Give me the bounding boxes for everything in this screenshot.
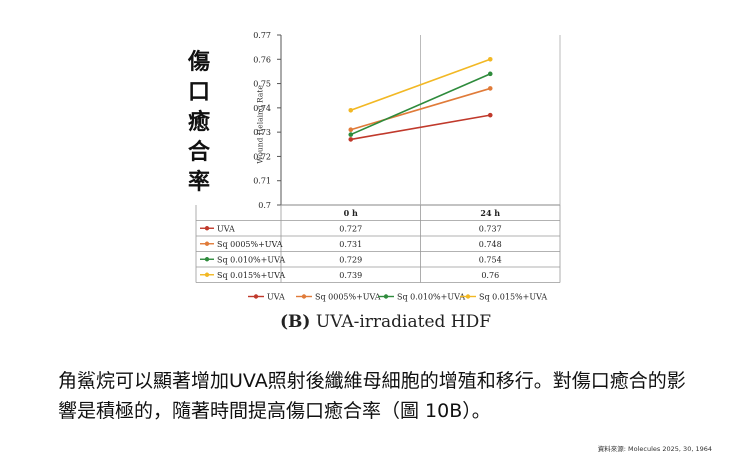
y-tick-label: 0.76 <box>253 55 271 64</box>
table-series-name: Sq 0.015%+UVA <box>217 271 285 280</box>
data-label: 0.737 <box>479 224 502 233</box>
body-text: 角鯊烷可以顯著增加UVA照射後纖維母細胞的增殖和移行。對傷口癒合的影響是積極的，… <box>58 370 686 422</box>
table-series-name: UVA <box>217 224 235 233</box>
data-point <box>487 112 493 118</box>
data-label: 0.76 <box>481 271 499 280</box>
side-title-char: 口 <box>187 80 210 105</box>
data-point <box>348 107 354 113</box>
x-tick-label: 24 h <box>480 208 500 218</box>
legend-label: Sq 0005%+UVA <box>315 293 381 302</box>
y-tick-label: 0.74 <box>253 104 271 113</box>
data-point <box>348 127 354 133</box>
data-point <box>487 86 493 91</box>
y-tick-label: 0.75 <box>253 80 271 89</box>
y-tick-label: 0.77 <box>253 31 271 40</box>
x-tick-label: 0 h <box>344 208 358 218</box>
y-tick-label: 0.71 <box>253 177 271 186</box>
table-series-marker <box>204 226 210 231</box>
side-title-char: 癒 <box>187 110 210 135</box>
data-point <box>487 56 493 62</box>
legend-marker <box>253 294 259 299</box>
data-label: 0.727 <box>339 224 362 233</box>
data-label: 0.748 <box>479 240 502 249</box>
legend-marker <box>383 294 389 299</box>
source-note: 資料來源: Molecules 2025, 30, 1964 <box>597 445 712 453</box>
table-series-marker <box>204 257 210 262</box>
data-label: 0.731 <box>339 240 362 249</box>
data-point <box>487 71 493 77</box>
caption-label: (B) <box>280 312 311 332</box>
table-series-name: Sq 0.010%+UVA <box>217 255 285 264</box>
side-title-char: 率 <box>187 170 210 195</box>
legend-marker <box>301 294 307 299</box>
y-tick-label: 0.73 <box>253 128 271 137</box>
data-point <box>348 137 354 142</box>
side-title-char: 合 <box>187 140 210 165</box>
series-line <box>350 73 491 136</box>
y-tick-label: 0.7 <box>258 201 271 210</box>
y-tick-label: 0.72 <box>253 152 271 161</box>
data-label: 0.754 <box>479 255 502 264</box>
legend-marker <box>465 294 471 299</box>
legend-label: Sq 0.015%+UVA <box>479 293 547 302</box>
data-label: 0.729 <box>339 255 362 264</box>
caption-text: UVA-irradiated HDF <box>315 312 492 332</box>
data-label: 0.739 <box>339 271 362 280</box>
table-series-marker <box>204 241 210 246</box>
table-series-name: Sq 0005%+UVA <box>217 240 283 249</box>
data-point <box>348 132 354 137</box>
series-line <box>350 114 491 141</box>
series-line <box>350 58 491 112</box>
table-series-marker <box>204 272 210 277</box>
side-title: 傷口癒合率 <box>186 48 212 198</box>
series-line <box>350 87 491 131</box>
legend-label: Sq 0.010%+UVA <box>397 293 465 302</box>
side-title-char: 傷 <box>187 50 210 75</box>
legend-label: UVA <box>267 293 285 302</box>
figure-caption: (B) UVA-irradiated HDF <box>280 312 491 332</box>
